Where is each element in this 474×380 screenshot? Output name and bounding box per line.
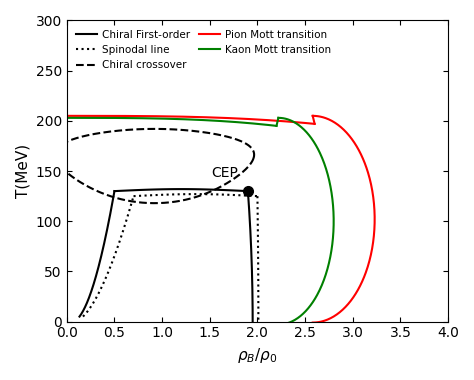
X-axis label: $\rho_B/\rho_0$: $\rho_B/\rho_0$ <box>237 346 278 365</box>
Legend: Chiral First-order, Spinodal line, Chiral crossover, Pion Mott transition, Kaon : Chiral First-order, Spinodal line, Chira… <box>72 26 335 74</box>
Y-axis label: T(MeV): T(MeV) <box>15 144 30 198</box>
Text: CEP: CEP <box>212 166 238 180</box>
